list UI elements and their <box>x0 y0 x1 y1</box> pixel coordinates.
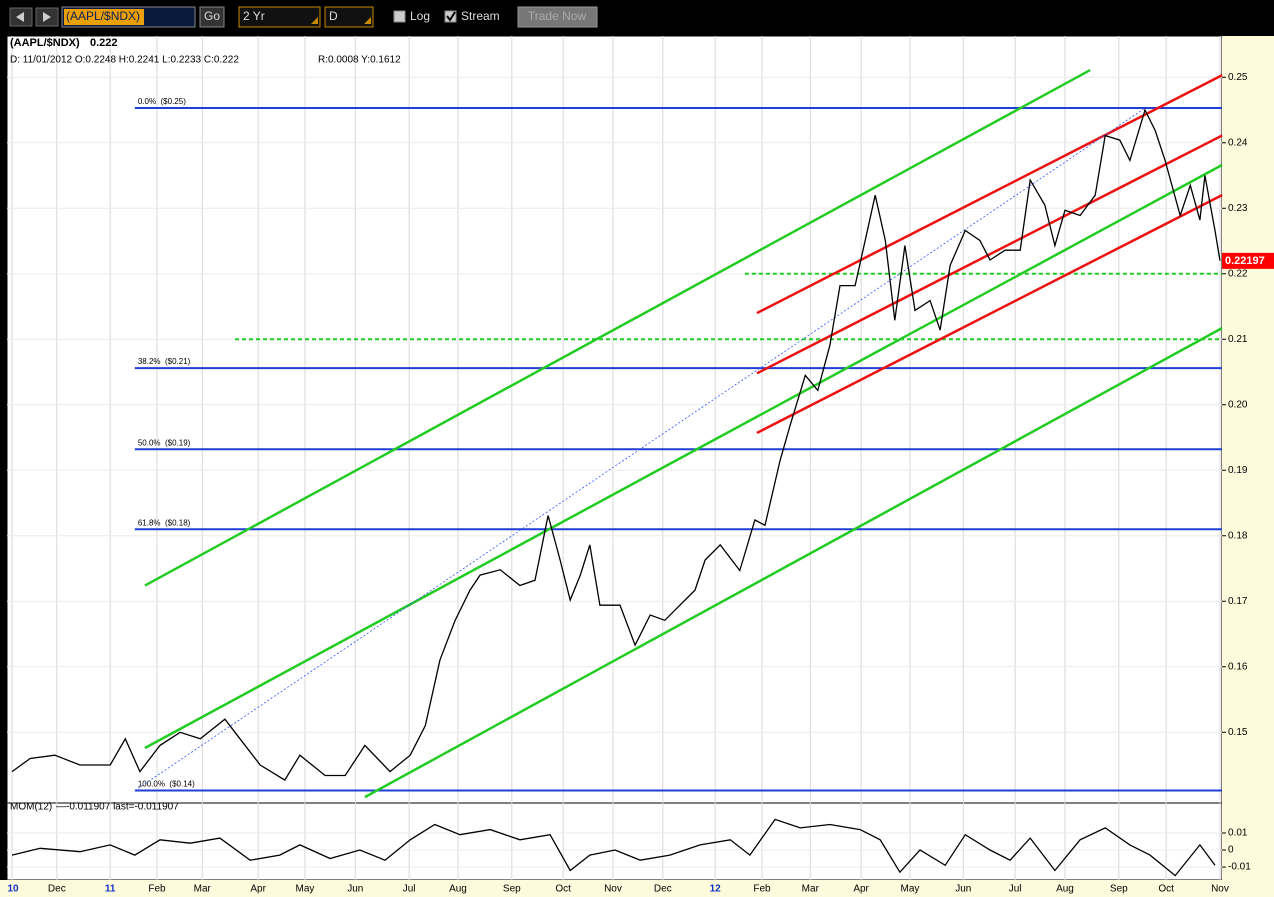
trend-line <box>364 327 1223 799</box>
go-label: Go <box>204 9 220 23</box>
trend-line <box>756 134 1223 375</box>
trend-line <box>144 68 1091 587</box>
x-tick-label: Aug <box>1056 884 1074 895</box>
x-tick-label: Jul <box>403 884 416 895</box>
y-tick-label: 0.16 <box>1228 661 1248 672</box>
stream-checkbox[interactable] <box>444 10 457 23</box>
fib-label: 0.0% ($0.25) <box>138 97 186 106</box>
fib-label: 38.2% ($0.21) <box>138 357 191 366</box>
last-value-label: 0.22197 <box>1225 255 1265 267</box>
trend-line <box>144 163 1223 750</box>
x-tick-label: 10 <box>7 884 19 895</box>
chart-subtitle: D: 11/01/2012 O:0.2248 H:0.2241 L:0.2233… <box>10 55 239 66</box>
log-label: Log <box>410 9 430 23</box>
y-tick-label: 0.18 <box>1228 530 1248 541</box>
chart-annotation: R:0.0008 Y:0.1612 <box>318 55 401 66</box>
x-tick-label: Sep <box>1110 884 1128 895</box>
y-tick-label: 0.22 <box>1228 268 1248 279</box>
y-tick-label: 0.01 <box>1228 828 1248 839</box>
range-arrow <box>311 17 318 24</box>
y-axis-area <box>1222 36 1274 880</box>
x-tick-label: Aug <box>449 884 467 895</box>
x-tick-label: Mar <box>194 884 212 895</box>
series-line <box>11 108 1221 781</box>
y-tick-label: 0.17 <box>1228 596 1248 607</box>
x-tick-label: Sep <box>503 884 521 895</box>
y-tick-label: 0.21 <box>1228 334 1248 345</box>
y-tick-label: 0.24 <box>1228 137 1248 148</box>
x-tick-label: 12 <box>710 884 722 895</box>
y-tick-label: -0.01 <box>1228 862 1251 873</box>
range-label: 2 Yr <box>243 9 265 23</box>
x-tick-label: May <box>296 884 315 895</box>
back-icon <box>16 12 24 22</box>
x-tick-label: Apr <box>853 884 869 895</box>
x-tick-label: Jun <box>347 884 363 895</box>
stream-label: Stream <box>461 9 500 23</box>
chart-title: (AAPL/$NDX) <box>10 37 80 49</box>
x-tick-label: Nov <box>1211 884 1229 895</box>
range-select[interactable] <box>238 6 321 28</box>
plot-area <box>6 35 1223 881</box>
symbol-text: (AAPL/$NDX) <box>66 9 140 23</box>
trend-line <box>756 194 1223 435</box>
fib-label: 100.0% ($0.14) <box>138 780 195 789</box>
y-tick-label: 0.15 <box>1228 727 1248 738</box>
x-tick-label: Jun <box>955 884 971 895</box>
period-select[interactable] <box>324 6 374 28</box>
y-tick-label: 0.25 <box>1228 72 1248 83</box>
last-value-tag <box>1222 252 1274 269</box>
x-tick-label: Apr <box>250 884 266 895</box>
chart-title-value: 0.222 <box>90 37 118 49</box>
x-tick-label: 11 <box>105 884 116 895</box>
fib-label: 61.8% ($0.18) <box>138 518 191 527</box>
y-tick-label: 0.23 <box>1228 203 1248 214</box>
log-checkbox[interactable] <box>393 10 406 23</box>
symbol-highlight <box>64 9 144 25</box>
forward-icon <box>43 12 51 22</box>
chart-layer: 0.15 0.16 0.17 0.18 0.19 0.20 0.21 0.22 0.23 0.24… <box>7 36 1274 895</box>
x-axis-area <box>0 880 1274 897</box>
panel-legend: —-0.011907 last=-0.011907 <box>56 802 179 813</box>
trend-line <box>134 107 1146 791</box>
y-tick-label: 0 <box>1228 845 1234 856</box>
trend-line <box>756 74 1223 315</box>
x-tick-label: Oct <box>1158 884 1174 895</box>
panel-title: MOM(12) <box>10 802 52 813</box>
x-tick-label: Oct <box>555 884 571 895</box>
period-label: D <box>329 9 338 23</box>
y-tick-label: 0.20 <box>1228 399 1248 410</box>
period-arrow <box>364 17 371 24</box>
trade-button[interactable] <box>517 6 598 28</box>
x-tick-label: Nov <box>604 884 622 895</box>
x-tick-label: Jul <box>1009 884 1022 895</box>
series-line <box>11 818 1216 877</box>
x-tick-label: Feb <box>148 884 166 895</box>
x-tick-label: May <box>900 884 919 895</box>
stream-check <box>446 11 456 22</box>
x-tick-label: Dec <box>654 884 672 895</box>
go-button[interactable] <box>199 6 225 28</box>
trade-label: Trade Now <box>528 9 587 23</box>
fib-label: 50.0% ($0.19) <box>138 438 191 447</box>
x-tick-label: Dec <box>48 884 66 895</box>
y-tick-label: 0.19 <box>1228 465 1248 476</box>
x-tick-label: Feb <box>753 884 771 895</box>
x-tick-label: Mar <box>802 884 820 895</box>
